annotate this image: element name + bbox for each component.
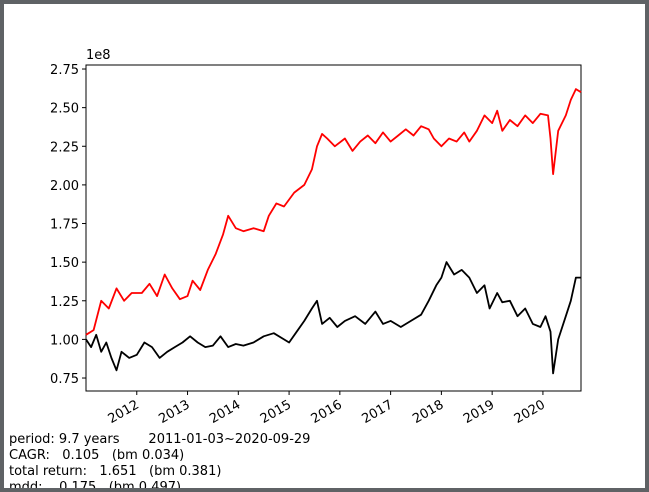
line-series	[85, 261, 581, 375]
y-tick-label: 1.25	[50, 295, 79, 310]
y-tick-label: 2.00	[50, 179, 79, 194]
offset-label: 1e8	[86, 48, 111, 63]
x-tick-label: 2014	[207, 397, 243, 427]
axes-frame	[85, 64, 582, 392]
y-tick-label: 1.00	[50, 333, 79, 348]
y-tick-label: 2.75	[50, 63, 79, 78]
x-tick-label: 2016	[309, 397, 345, 427]
line-series	[85, 88, 582, 336]
x-tick-label: 2019	[461, 397, 497, 427]
x-tick-label: 2020	[512, 397, 548, 427]
stats-line: CAGR: 0.105 (bm 0.034)	[9, 448, 184, 463]
y-tick-label: 2.25	[50, 140, 79, 155]
y-tick-label: 0.75	[50, 372, 79, 387]
x-tick-label: 2015	[258, 397, 294, 427]
x-tick-label: 2018	[410, 397, 446, 427]
x-tick-label: 2017	[359, 397, 395, 427]
y-tick-label: 1.75	[50, 218, 79, 233]
stats-line: mdd: 0.175 (bm 0.497)	[9, 480, 181, 492]
stats-line: period: 9.7 years 2011-01-03~2020-09-29	[9, 432, 310, 447]
x-tick-label: 2013	[156, 397, 192, 427]
stats-line: total return: 1.651 (bm 0.381)	[9, 464, 221, 479]
x-tick-label: 2012	[106, 397, 142, 427]
y-tick-label: 1.50	[50, 256, 79, 271]
y-tick-label: 2.50	[50, 102, 79, 117]
